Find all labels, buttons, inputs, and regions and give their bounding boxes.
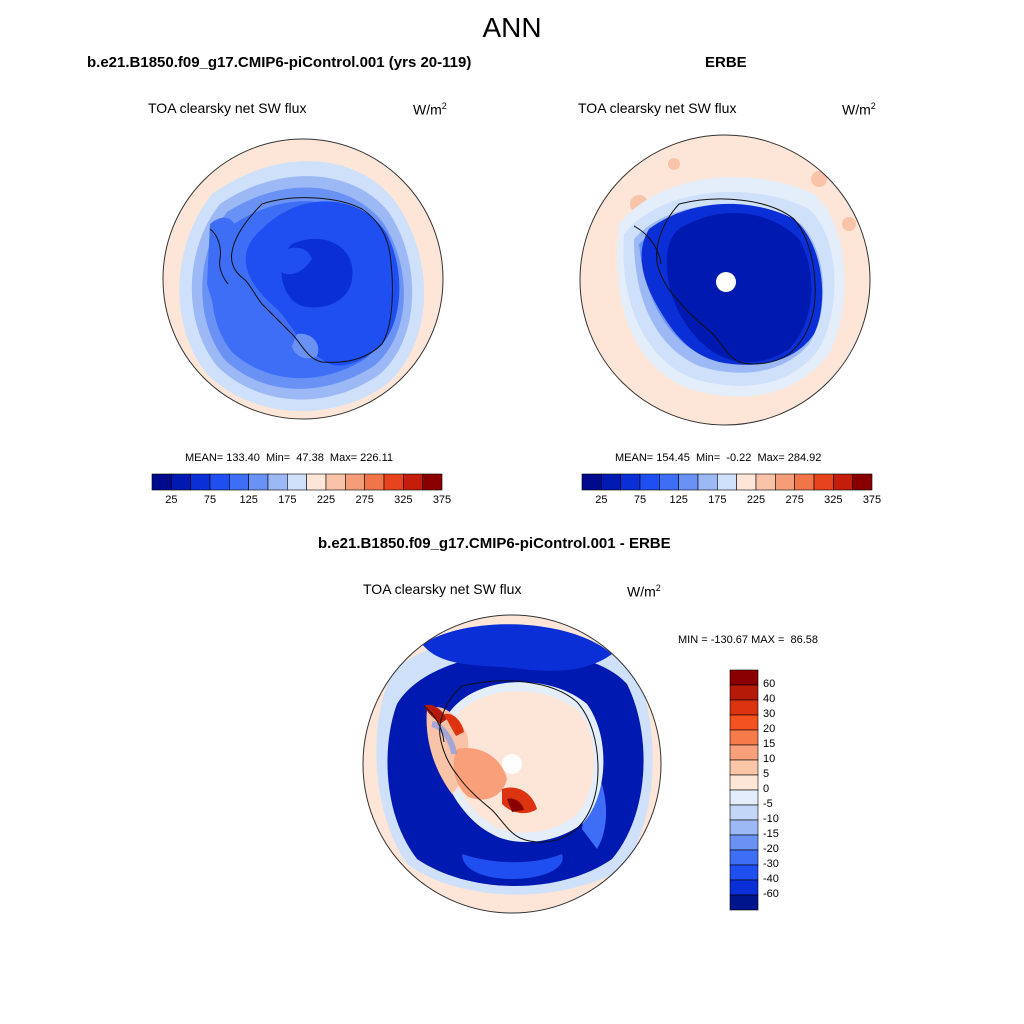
colorbar-tick-label: 175 — [708, 494, 727, 506]
figure-title: ANN — [482, 12, 542, 43]
colorbar-tick-label: 125 — [669, 494, 688, 506]
colorbar-swatch — [717, 473, 737, 491]
colorbar-swatch — [729, 864, 759, 881]
panel3-title: b.e21.B1850.f09_g17.CMIP6-piControl.001 … — [318, 535, 671, 552]
panel3-variable-label: TOA clearsky net SW flux — [363, 581, 522, 597]
colorbar-swatch — [736, 473, 757, 491]
panel3-map — [362, 614, 662, 914]
panel1-map — [162, 138, 444, 420]
colorbar-swatch — [229, 473, 249, 491]
panel3-colorbar-ticks: 60 40 30 20 15 10 5 0 -5 -10 -15 -20 -30 -40 -60 — [763, 670, 813, 910]
colorbar-tick-label: 40 — [763, 693, 776, 705]
colorbar-swatch — [729, 879, 759, 896]
panel2-units: W/m2 — [842, 101, 876, 118]
colorbar-swatch — [601, 473, 621, 491]
panel2-variable-label: TOA clearsky net SW flux — [578, 100, 737, 116]
colorbar-swatch — [729, 789, 759, 806]
colorbar-tick-label: 60 — [763, 678, 776, 690]
panel2-colorbar — [581, 473, 873, 491]
colorbar-tick-label: 325 — [394, 494, 413, 506]
panel2-stats: MEAN= 154.45 Min= -0.22 Max= 284.92 — [615, 452, 822, 464]
colorbar-swatch — [729, 669, 759, 686]
panel1-units: W/m2 — [413, 101, 447, 118]
colorbar-swatch — [697, 473, 718, 491]
colorbar-swatch — [775, 473, 795, 491]
colorbar-swatch — [383, 473, 404, 491]
colorbar-tick-label: 225 — [746, 494, 766, 506]
colorbar-tick-label: 10 — [763, 753, 776, 765]
colorbar-swatch — [267, 473, 288, 491]
colorbar-tick-label: 5 — [763, 768, 770, 780]
colorbar-swatch — [813, 473, 834, 491]
colorbar-swatch — [151, 473, 172, 491]
colorbar-tick-label: -10 — [763, 813, 779, 825]
colorbar-tick-label: -5 — [763, 798, 773, 810]
colorbar-tick-label: 225 — [316, 494, 336, 506]
colorbar-tick-label: 375 — [862, 494, 882, 506]
colorbar-swatch — [659, 473, 679, 491]
colorbar-swatch — [729, 804, 759, 821]
panel1-title: b.e21.B1850.f09_g17.CMIP6-piControl.001 … — [87, 54, 472, 71]
panel2-title: ERBE — [705, 54, 747, 71]
colorbar-tick-label: 275 — [355, 494, 374, 506]
colorbar-swatch — [729, 684, 759, 701]
colorbar-tick-label: 30 — [763, 708, 776, 720]
colorbar-swatch — [729, 819, 759, 836]
colorbar-swatch — [345, 473, 365, 491]
colorbar-tick-label: -20 — [763, 843, 779, 855]
colorbar-tick-label: -15 — [763, 828, 779, 840]
colorbar-tick-label: 275 — [785, 494, 804, 506]
panel1-colorbar-ticks: 25 75 125 175 225 275 325 375 — [152, 494, 451, 508]
colorbar-tick-label: 75 — [203, 494, 217, 506]
colorbar-swatch — [678, 473, 699, 491]
colorbar-swatch — [209, 473, 230, 491]
colorbar-swatch — [729, 699, 759, 716]
colorbar-swatch — [248, 473, 269, 491]
colorbar-tick-label: 175 — [278, 494, 297, 506]
colorbar-tick-label: -30 — [763, 858, 779, 870]
panel3-stats: MIN = -130.67 MAX = 86.58 — [678, 634, 819, 646]
colorbar-swatch — [729, 759, 759, 776]
colorbar-swatch — [190, 473, 211, 491]
colorbar-tick-label: 75 — [633, 494, 647, 506]
colorbar-swatch — [729, 834, 759, 851]
panel1-variable-label: TOA clearsky net SW flux — [148, 100, 307, 116]
colorbar-swatch — [620, 473, 641, 491]
panel2-map — [579, 134, 871, 426]
colorbar-tick-label: 15 — [763, 738, 776, 750]
colorbar-swatch — [729, 744, 759, 761]
colorbar-swatch — [729, 774, 759, 791]
colorbar-tick-label: 0 — [763, 783, 770, 795]
colorbar-swatch — [729, 849, 759, 866]
panel2-colorbar-ticks: 25 75 125 175 225 275 325 375 — [582, 494, 881, 508]
colorbar-tick-label: 20 — [763, 723, 776, 735]
colorbar-swatch — [581, 473, 602, 491]
colorbar-swatch — [755, 473, 776, 491]
colorbar-tick-label: 375 — [432, 494, 452, 506]
colorbar-swatch — [403, 473, 423, 491]
colorbar-swatch — [794, 473, 815, 491]
colorbar-swatch — [306, 473, 327, 491]
colorbar-swatch — [833, 473, 853, 491]
colorbar-swatch — [639, 473, 660, 491]
panel1-stats: MEAN= 133.40 Min= 47.38 Max= 226.11 — [185, 452, 394, 464]
colorbar-tick-label: 25 — [595, 494, 608, 506]
colorbar-tick-label: 325 — [824, 494, 843, 506]
colorbar-swatch — [729, 729, 759, 746]
colorbar-swatch — [729, 894, 759, 911]
colorbar-swatch — [852, 473, 873, 491]
colorbar-tick-label: -60 — [763, 888, 779, 900]
colorbar-tick-label: -40 — [763, 873, 779, 885]
panel3-colorbar — [729, 669, 759, 911]
panel3-units: W/m2 — [627, 583, 661, 600]
colorbar-swatch — [171, 473, 191, 491]
colorbar-tick-label: 125 — [239, 494, 258, 506]
colorbar-swatch — [325, 473, 346, 491]
colorbar-swatch — [422, 473, 443, 491]
colorbar-swatch — [729, 714, 759, 731]
colorbar-tick-label: 25 — [165, 494, 178, 506]
panel1-colorbar — [151, 473, 443, 491]
colorbar-swatch — [364, 473, 385, 491]
colorbar-swatch — [287, 473, 307, 491]
